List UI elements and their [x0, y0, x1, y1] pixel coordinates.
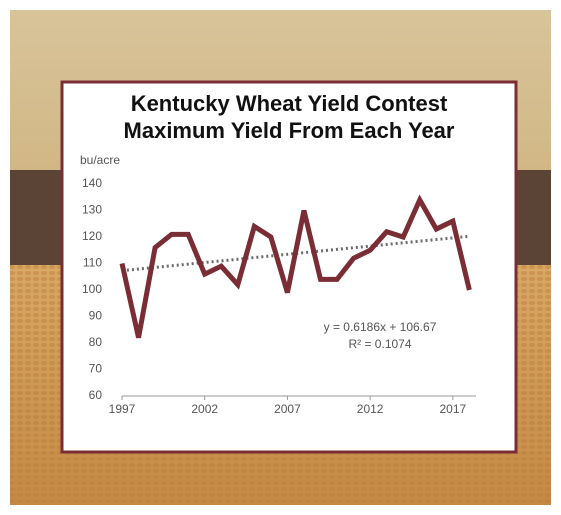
y-tick-label: 70 [89, 362, 103, 376]
trend-r2: R² = 0.1074 [348, 337, 411, 351]
x-tick-label: 2002 [191, 402, 218, 416]
y-tick-label: 90 [89, 309, 103, 323]
chart-title: Kentucky Wheat Yield Contest [131, 91, 448, 116]
x-tick-label: 1997 [109, 402, 136, 416]
y-tick-label: 120 [82, 229, 102, 243]
data-line [119, 194, 472, 339]
trendline [121, 234, 470, 273]
y-tick-label: 140 [82, 176, 102, 190]
x-tick-label: 2012 [357, 402, 384, 416]
y-tick-label: 130 [82, 203, 102, 217]
chart-subtitle: Maximum Yield From Each Year [124, 118, 455, 143]
y-tick-label: 100 [82, 282, 102, 296]
trend-equation: y = 0.6186x + 106.67 [324, 320, 437, 334]
y-tick-label: 80 [89, 335, 103, 349]
chart-card [60, 80, 518, 454]
x-tick-label: 2007 [274, 402, 301, 416]
x-tick-label: 2017 [439, 402, 466, 416]
y-axis-label: bu/acre [80, 153, 120, 167]
y-tick-label: 110 [83, 256, 102, 270]
y-tick-label: 60 [89, 388, 103, 402]
